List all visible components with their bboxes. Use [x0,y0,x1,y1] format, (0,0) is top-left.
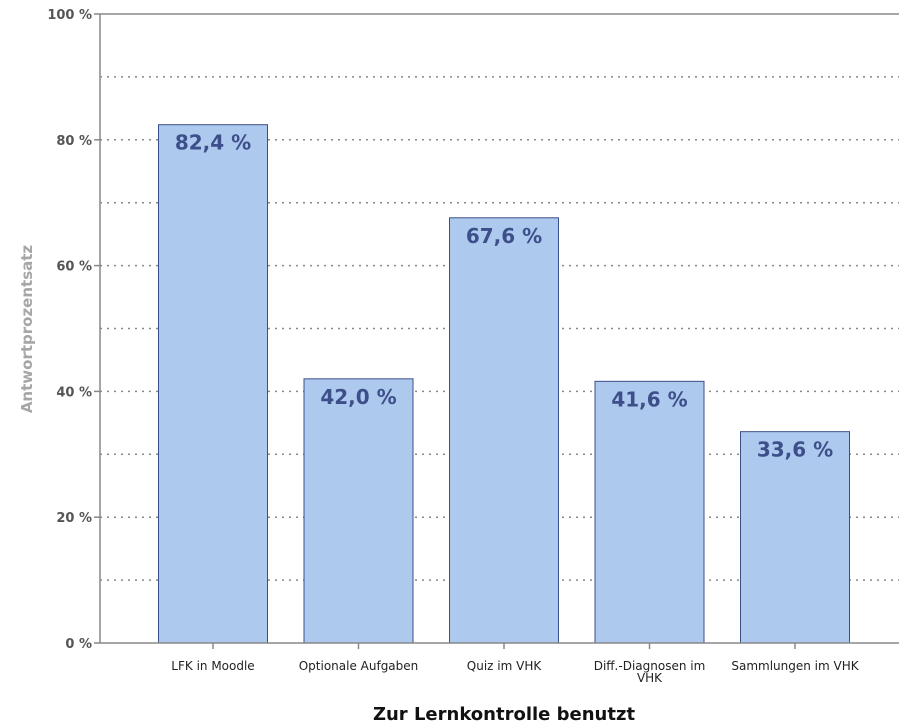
y-axis-title: Antwortprozentsatz [18,245,36,414]
bar-value-label-3: 41,6 % [611,387,687,411]
bar-value-label-4: 33,6 % [757,438,833,462]
bar-value-label-0: 82,4 % [175,131,251,155]
y-tick-label-4: 80 % [56,134,92,149]
axes [94,13,899,649]
y-tick-label-5: 100 % [47,8,92,23]
bar-2 [449,217,559,644]
x-tick-label-3: Diff.-Diagnosen im VHK [594,659,706,685]
x-tick-label-1: Optionale Aufgaben [299,659,419,673]
x-axis-title: Zur Lernkontrolle benutzt [373,704,636,724]
bar-value-label-2: 67,6 % [466,224,542,248]
bars [158,124,850,644]
y-tick-label-0: 0 % [65,637,92,652]
bar-4 [740,431,850,644]
bar-1 [303,378,414,644]
x-tick-label-2: Quiz im VHK [467,659,543,673]
bar-value-label-1: 42,0 % [320,385,396,409]
y-tick-label-3: 60 % [56,260,92,275]
bar-3 [594,380,705,644]
labels: 0 % 20 % 40 % 60 % 80 % 100 % 82,4 % LFK in Moo… [47,8,859,685]
y-tick-label-1: 20 % [56,511,92,526]
bar-0 [158,124,268,644]
x-tick-label-4: Sammlungen im VHK [731,659,859,673]
x-tick-label-0: LFK in Moodle [171,659,254,673]
y-tick-label-2: 40 % [56,385,92,400]
